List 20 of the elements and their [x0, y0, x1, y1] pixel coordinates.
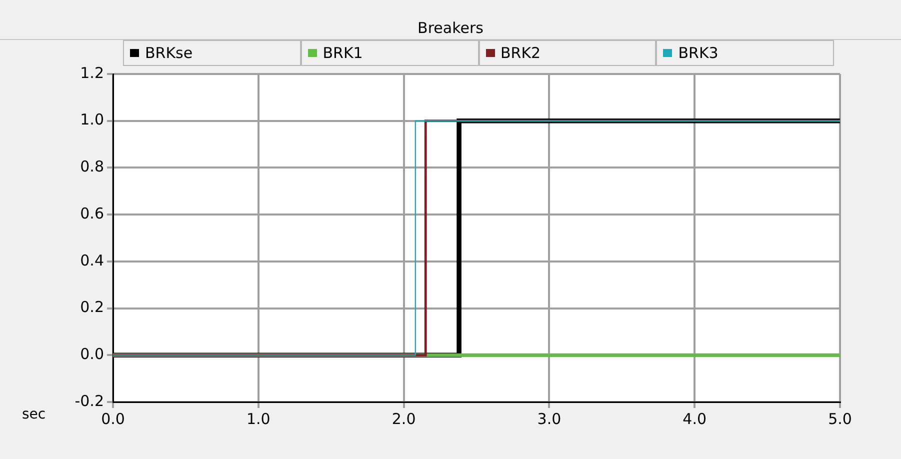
chart-title: Breakers — [418, 19, 484, 37]
y-tick-label: 0.8 — [80, 158, 104, 176]
x-tick-label: 0.0 — [101, 410, 125, 428]
x-tick-label: 4.0 — [682, 410, 707, 428]
x-tick-label: 1.0 — [246, 410, 270, 428]
legend-label: BRK2 — [500, 44, 541, 62]
y-tick-label: 0.0 — [80, 345, 104, 364]
x-tick-label: 2.0 — [392, 410, 416, 428]
x-tick-label: 5.0 — [828, 410, 852, 428]
legend-label: BRK1 — [322, 44, 363, 62]
legend-label: BRK3 — [678, 44, 718, 62]
x-axis-title: sec — [22, 406, 46, 423]
y-tick-label: 0.4 — [80, 251, 104, 270]
y-tick-label: 1.0 — [80, 110, 104, 129]
y-tick-label: 1.2 — [80, 64, 104, 82]
x-tick-label: 3.0 — [537, 410, 562, 428]
legend-label: BRKse — [145, 44, 193, 62]
y-tick-label: 0.2 — [80, 298, 104, 316]
y-tick-label: -0.2 — [74, 392, 104, 410]
y-tick-label: 0.6 — [80, 204, 104, 222]
